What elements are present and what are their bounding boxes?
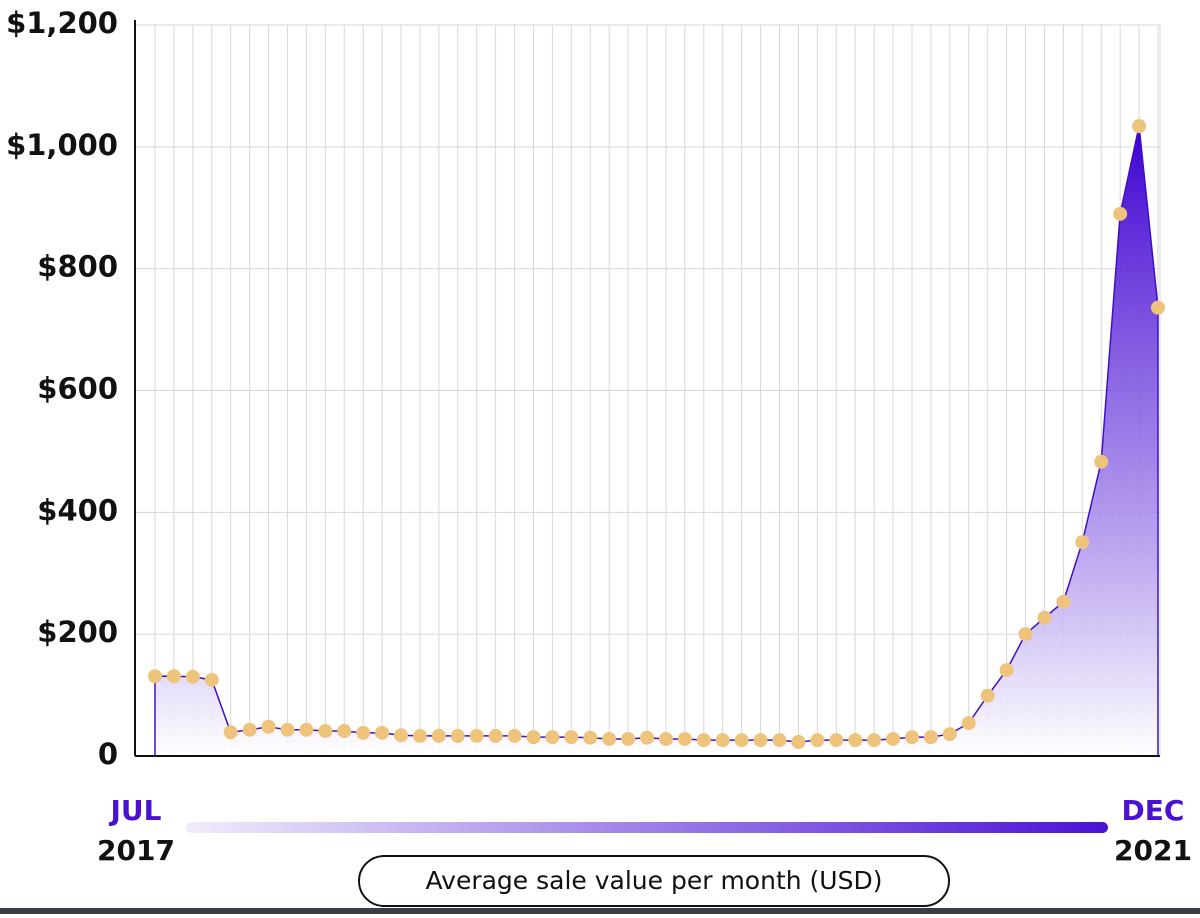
- area: [155, 126, 1158, 757]
- point: [772, 733, 787, 748]
- point: [185, 669, 200, 684]
- point: [867, 733, 882, 748]
- y-tick-label: $200: [37, 615, 118, 649]
- point: [337, 724, 352, 739]
- point: [394, 728, 409, 743]
- point: [715, 733, 730, 748]
- point: [488, 728, 503, 743]
- y-tick-label: $1,200: [6, 6, 118, 40]
- point: [791, 734, 806, 749]
- point: [1037, 610, 1052, 625]
- point: [658, 731, 673, 746]
- point: [810, 733, 825, 748]
- caption-box: [358, 855, 950, 907]
- point: [1018, 627, 1033, 642]
- end-month: DEC: [1122, 794, 1185, 827]
- point: [602, 731, 617, 746]
- point: [621, 731, 636, 746]
- point: [204, 672, 219, 687]
- start-month: JUL: [109, 794, 162, 827]
- point: [829, 733, 844, 748]
- point: [999, 663, 1014, 678]
- point: [223, 725, 238, 740]
- point: [280, 722, 295, 737]
- point: [583, 730, 598, 745]
- point: [1151, 300, 1165, 315]
- y-tick-label: $800: [37, 250, 118, 284]
- point: [318, 724, 333, 739]
- point: [261, 719, 276, 734]
- point: [904, 730, 919, 745]
- point: [166, 669, 181, 684]
- point: [450, 728, 465, 743]
- y-tick-label: $400: [37, 493, 118, 527]
- start-year: 2017: [97, 834, 175, 867]
- point: [1132, 119, 1147, 134]
- point: [886, 731, 901, 746]
- point: [696, 733, 711, 748]
- grid: [135, 24, 1161, 757]
- point: [469, 728, 484, 743]
- y-tick-label: $1,000: [6, 128, 118, 162]
- point: [1094, 454, 1109, 469]
- plot: [148, 119, 1165, 757]
- line: [154, 125, 1159, 756]
- point: [507, 728, 522, 743]
- point: [734, 733, 749, 748]
- point: [753, 733, 768, 748]
- point: [564, 730, 579, 745]
- point: [1075, 535, 1090, 550]
- point: [299, 722, 314, 737]
- point: [526, 730, 541, 745]
- point: [942, 727, 957, 742]
- point: [980, 688, 995, 703]
- y-tick-label: 0: [98, 737, 118, 771]
- timeline-bar: [186, 822, 1108, 833]
- point: [1056, 594, 1071, 609]
- end-year: 2021: [1114, 834, 1192, 867]
- point: [412, 728, 427, 743]
- y-tick-label: $600: [37, 372, 118, 406]
- point: [356, 725, 371, 740]
- point: [848, 733, 863, 748]
- caption: Average sale value per month (USD): [426, 866, 883, 895]
- point: [640, 730, 655, 745]
- point: [375, 725, 390, 740]
- point: [677, 731, 692, 746]
- point: [148, 669, 162, 684]
- point: [923, 730, 938, 745]
- point: [242, 722, 257, 737]
- point: [1113, 206, 1128, 221]
- bottom-bar: [0, 908, 1200, 914]
- point: [431, 728, 446, 743]
- point: [545, 730, 560, 745]
- point: [961, 716, 976, 731]
